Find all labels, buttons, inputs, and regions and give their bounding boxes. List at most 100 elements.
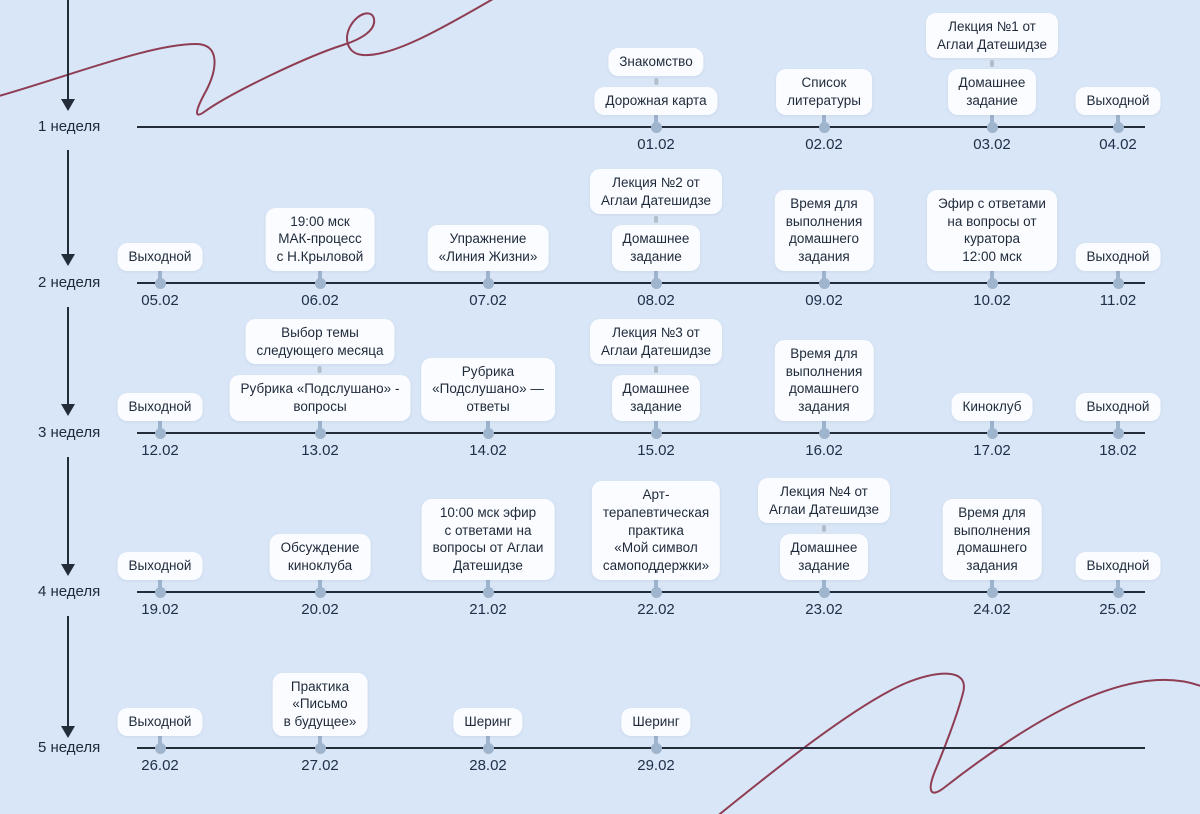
event-card: 10:00 мск эфир с ответами на вопросы от … [421, 498, 555, 580]
event-card-stack: Лекция №3 от Аглаи Датешидзе Домашнее зад… [590, 318, 722, 421]
event-card: Упражнение «Линия Жизни» [427, 225, 549, 271]
card-connector [654, 216, 658, 224]
arrow-down-icon [61, 404, 75, 416]
date-point-dot [986, 427, 998, 439]
date-point-dot [1112, 427, 1124, 439]
date-point-dot [1112, 586, 1124, 598]
event-card: Время для выполнения домашнего задания [942, 498, 1042, 580]
arrow-down-icon [61, 726, 75, 738]
event-card-stack: Время для выполнения домашнего задания [774, 189, 874, 271]
week-timeline-line [137, 591, 1145, 593]
event-card: Выходной [117, 552, 203, 580]
date-label: 26.02 [141, 757, 179, 774]
date-label: 05.02 [141, 292, 179, 309]
card-connector [990, 60, 994, 68]
date-point-dot [1112, 277, 1124, 289]
arrow-down-icon [61, 564, 75, 576]
point-stem [158, 578, 162, 590]
point-stem [654, 269, 658, 281]
week-arrow-segment [66, 0, 70, 99]
week-timeline-line [137, 282, 1145, 284]
point-stem [822, 113, 826, 125]
point-stem [318, 419, 322, 431]
date-label: 17.02 [973, 442, 1011, 459]
point-stem [486, 578, 490, 590]
event-card: Время для выполнения домашнего задания [774, 339, 874, 421]
event-card-stack: Шеринг [621, 708, 691, 736]
date-point-dot [1112, 121, 1124, 133]
event-card: Домашнее задание [611, 225, 701, 271]
event-card: Рубрика «Подслушано» - вопросы [229, 375, 411, 421]
date-label: 03.02 [973, 136, 1011, 153]
event-card: Выходной [117, 243, 203, 271]
point-stem [318, 578, 322, 590]
event-card-stack: Обсуждение киноклуба [269, 534, 371, 580]
event-card-stack: Лекция №2 от Аглаи Датешидзе Домашнее зад… [590, 168, 722, 271]
date-label: 27.02 [301, 757, 339, 774]
point-stem [158, 269, 162, 281]
date-label: 23.02 [805, 601, 843, 618]
week-timeline-line [137, 126, 1145, 128]
event-card: Знакомство [608, 48, 704, 77]
event-card: Домашнее задание [611, 375, 701, 421]
week-label: 2 неделя [38, 274, 101, 291]
event-card-stack: Выбор темы следующего месяца Рубрика «Под… [229, 318, 411, 421]
event-card-stack: 19:00 мск МАК-процесс с Н.Крыловой [265, 207, 375, 271]
date-label: 24.02 [973, 601, 1011, 618]
event-card: Лекция №1 от Аглаи Датешидзе [926, 12, 1058, 59]
date-label: 18.02 [1099, 442, 1137, 459]
date-point-dot [986, 586, 998, 598]
event-card-stack: Выходной [1075, 87, 1161, 115]
date-point-dot [482, 427, 494, 439]
date-point-dot [818, 277, 830, 289]
week-arrow-segment [66, 457, 70, 564]
date-label: 09.02 [805, 292, 843, 309]
date-label: 11.02 [1099, 292, 1137, 309]
week-timeline-line [137, 432, 1145, 434]
event-card: Выходной [1075, 393, 1161, 421]
date-label: 15.02 [637, 442, 675, 459]
event-card: Выбор темы следующего месяца [245, 318, 395, 365]
event-card: Шеринг [453, 708, 523, 736]
event-card-stack: Лекция №1 от Аглаи Датешидзе Домашнее зад… [926, 12, 1058, 115]
card-connector [822, 525, 826, 533]
event-card-stack: Киноклуб [951, 393, 1033, 421]
event-card: Практика «Письмо в будущее» [272, 672, 368, 736]
week-label: 3 неделя [38, 424, 101, 441]
event-card: Выходной [1075, 243, 1161, 271]
event-card-stack: Упражнение «Линия Жизни» [427, 225, 549, 271]
event-card: Эфир с ответами на вопросы от куратора 1… [927, 189, 1057, 271]
event-card: Шеринг [621, 708, 691, 736]
point-stem [1116, 419, 1120, 431]
date-point-dot [818, 427, 830, 439]
point-stem [318, 269, 322, 281]
week-timeline-line [137, 747, 1145, 749]
event-card-stack: Выходной [117, 552, 203, 580]
card-connector [654, 78, 658, 86]
point-stem [654, 734, 658, 746]
date-label: 02.02 [805, 136, 843, 153]
event-card: Арт- терапевтическая практика «Мой симво… [591, 480, 721, 580]
date-label: 19.02 [141, 601, 179, 618]
point-stem [1116, 269, 1120, 281]
point-stem [990, 113, 994, 125]
event-card: Лекция №2 от Аглаи Датешидзе [590, 168, 722, 215]
date-point-dot [154, 586, 166, 598]
event-card-stack: Эфир с ответами на вопросы от куратора 1… [927, 189, 1057, 271]
event-card-stack: Практика «Письмо в будущее» [272, 672, 368, 736]
point-stem [158, 734, 162, 746]
date-label: 07.02 [469, 292, 507, 309]
week-label: 4 неделя [38, 583, 101, 600]
date-label: 08.02 [637, 292, 675, 309]
scribble-top-left [0, 0, 494, 116]
date-label: 16.02 [805, 442, 843, 459]
event-card-stack: Выходной [117, 243, 203, 271]
week-arrow-segment [66, 150, 70, 254]
date-label: 20.02 [301, 601, 339, 618]
arrow-down-icon [61, 99, 75, 111]
point-stem [654, 113, 658, 125]
date-label: 06.02 [301, 292, 339, 309]
date-label: 21.02 [469, 601, 507, 618]
week-arrow-segment [66, 616, 70, 726]
